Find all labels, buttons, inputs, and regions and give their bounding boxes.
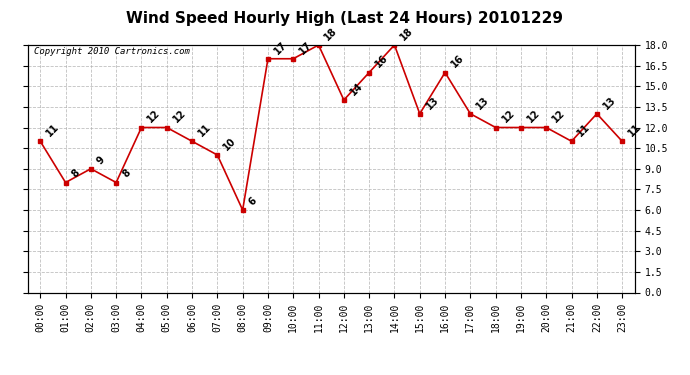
Text: 12: 12 [500, 108, 516, 125]
Text: Wind Speed Hourly High (Last 24 Hours) 20101229: Wind Speed Hourly High (Last 24 Hours) 2… [126, 11, 564, 26]
Text: 17: 17 [272, 39, 288, 56]
Text: 9: 9 [95, 154, 107, 166]
Text: 8: 8 [70, 168, 81, 180]
Text: 11: 11 [196, 122, 213, 138]
Text: 11: 11 [44, 122, 61, 138]
Text: 11: 11 [627, 122, 643, 138]
Text: 8: 8 [120, 168, 132, 180]
Text: 12: 12 [146, 108, 162, 125]
Text: 6: 6 [247, 195, 259, 207]
Text: 12: 12 [551, 108, 567, 125]
Text: 18: 18 [323, 26, 339, 42]
Text: 13: 13 [424, 94, 440, 111]
Text: 12: 12 [525, 108, 542, 125]
Text: Copyright 2010 Cartronics.com: Copyright 2010 Cartronics.com [34, 48, 190, 57]
Text: 17: 17 [297, 39, 314, 56]
Text: 16: 16 [449, 53, 466, 70]
Text: 11: 11 [575, 122, 592, 138]
Text: 13: 13 [475, 94, 491, 111]
Text: 10: 10 [221, 136, 238, 152]
Text: 16: 16 [373, 53, 390, 70]
Text: 12: 12 [171, 108, 188, 125]
Text: 18: 18 [399, 26, 415, 42]
Text: 13: 13 [601, 94, 618, 111]
Text: 14: 14 [348, 81, 364, 97]
